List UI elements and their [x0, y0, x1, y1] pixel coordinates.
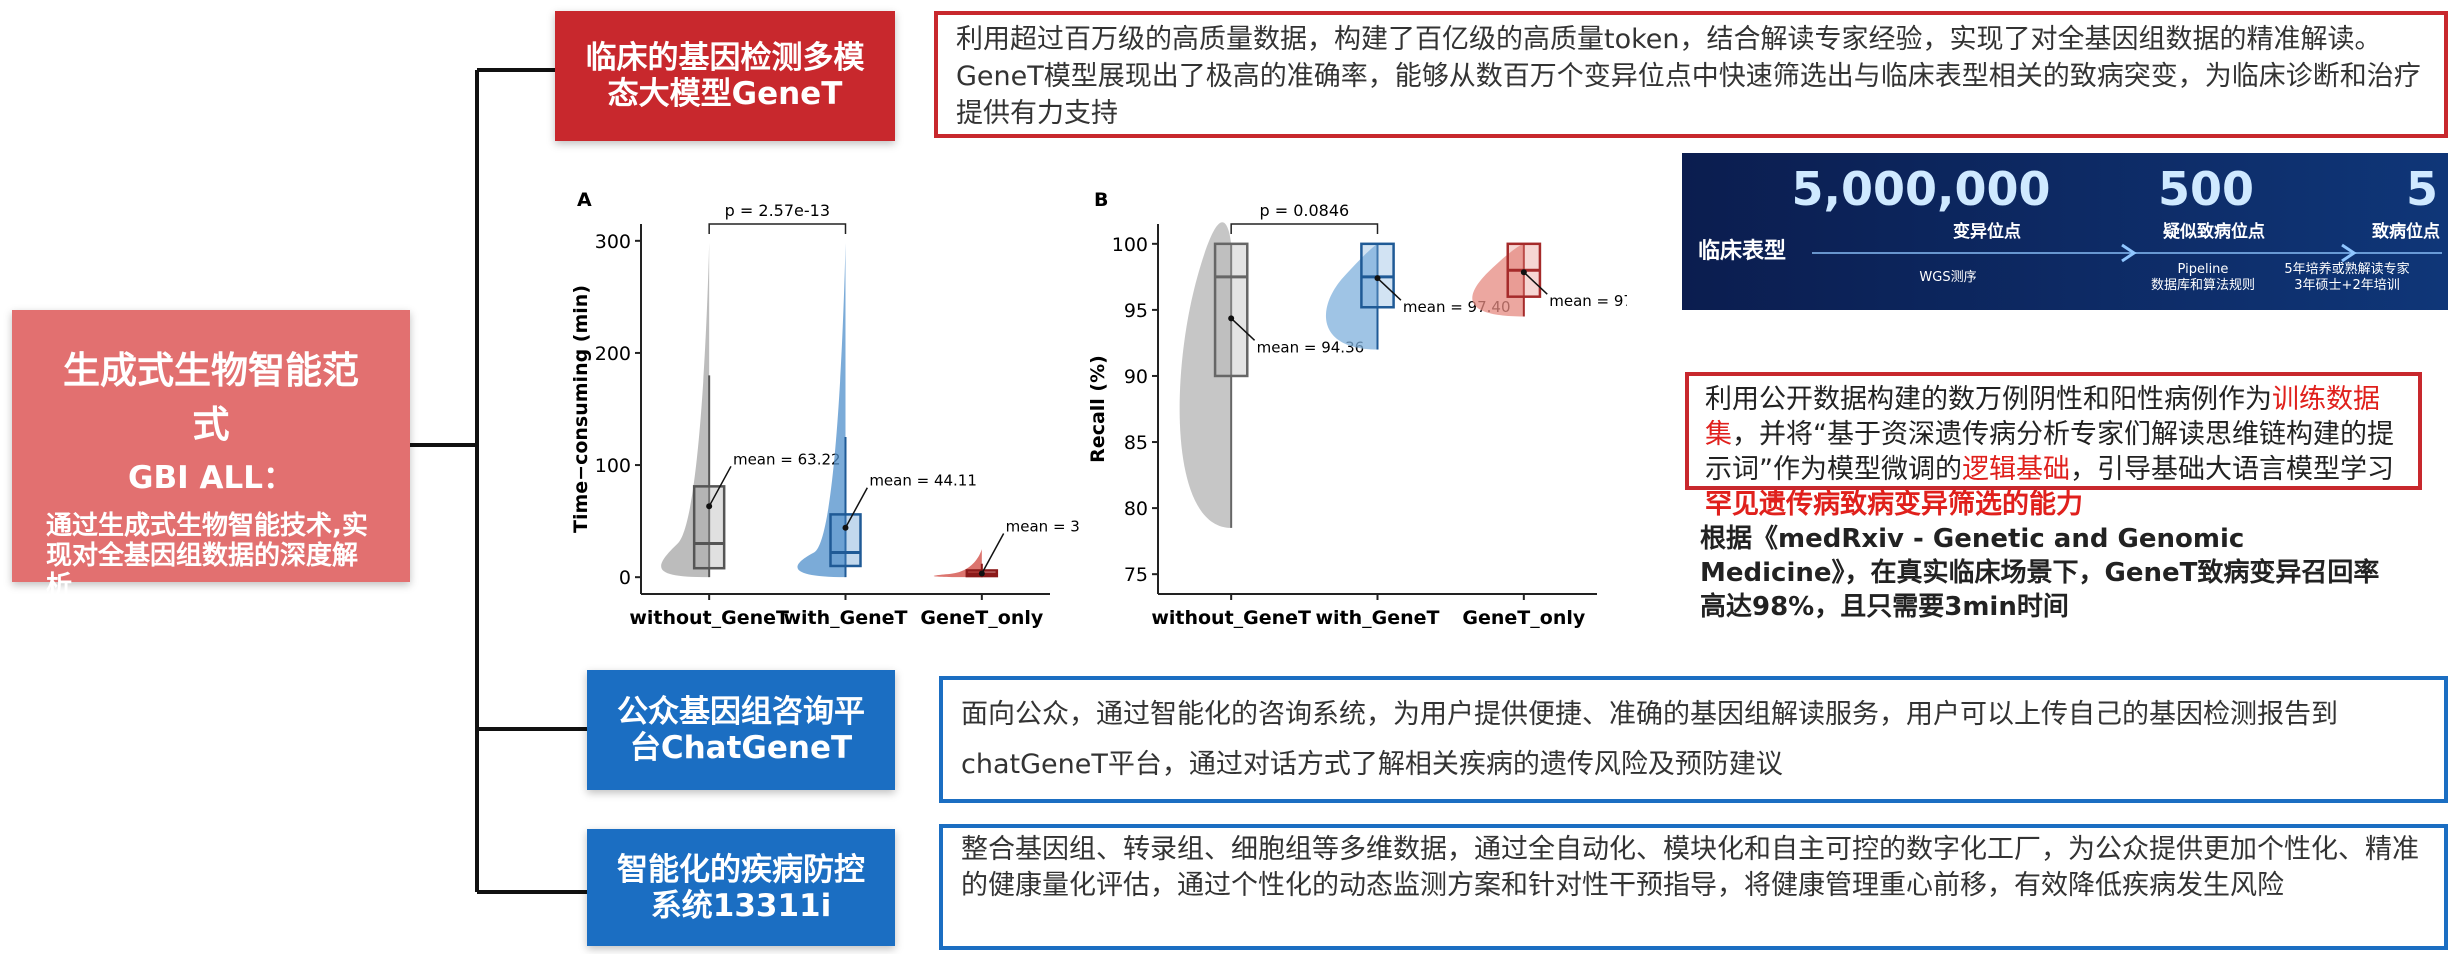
section-title: 公众基因组咨询平台ChatGeneT	[587, 670, 895, 790]
chart: B Recall (%) 75 80 85 90 95 100 without_GeneT mea…	[1087, 189, 1627, 628]
note-segment: ，引导基础大语言模型学习	[2070, 454, 2394, 485]
section-description: 面向公众，通过智能化的咨询系统，为用户提供便捷、准确的基因组解读服务，用户可以上…	[939, 676, 2448, 803]
mean-label: mean = 97.85	[1549, 292, 1627, 310]
banner: 临床表型 5,000,000 变异位点 WGS测序 500 疑似致病位点 Pipeline…	[1682, 153, 2448, 310]
training-note: 利用公开数据构建的数万例阴性和阳性病例作为训练数据集，并将“基于资深遗传病分析专…	[1685, 372, 2422, 520]
violin	[1325, 243, 1378, 350]
y-tick-label: 90	[1124, 366, 1148, 388]
y-tick-label: 85	[1124, 432, 1148, 454]
mean-connector	[844, 487, 868, 529]
mean-connector	[1230, 317, 1256, 341]
stage-step: 5年培养或熟解读专家	[2284, 261, 2409, 277]
note-segment: 训练数据集	[1705, 384, 2380, 450]
violin	[661, 243, 710, 578]
x-tick-label: with_GeneT	[1315, 607, 1439, 628]
y-tick-label: 100	[1112, 234, 1148, 256]
comparison-bracket	[1230, 223, 1379, 234]
mean-connector	[981, 533, 1005, 574]
banner-label: 临床表型	[1698, 238, 1786, 264]
violin	[1472, 243, 1524, 317]
left-subtitle: GBI ALL：	[128, 460, 294, 496]
x-tick-label: without_GeneT	[1151, 607, 1311, 628]
stage-caption: 疑似致病位点	[2163, 221, 2265, 242]
stage-value: 5	[2406, 162, 2438, 216]
stage-step: 数据库和算法规则	[2151, 277, 2255, 293]
x-tick-label: without_GeneT	[629, 607, 789, 628]
comparison-label: p = 0.0846	[1259, 201, 1349, 220]
note-segment: ，并将“基于资深遗传病分析专家们解读思维链构建的提示词”作为模型微调的	[1705, 419, 2394, 485]
note-segment: 利用公开数据构建的数万例阴性和阳性病例作为	[1705, 384, 2272, 415]
bracket	[410, 68, 587, 894]
flow-arrows	[2121, 243, 2357, 263]
panel-label: A	[577, 189, 592, 211]
mean-connector	[1376, 277, 1402, 301]
left-description: 通过生成式生物智能技术,实现对全基因组数据的深度解析	[46, 511, 368, 601]
mean-label: mean = 63.22	[733, 450, 841, 468]
violin	[1179, 222, 1232, 528]
y-tick-label: 200	[595, 343, 631, 365]
left-title: 生成式生物智能范式	[63, 349, 359, 446]
stage-value: 5,000,000	[1792, 162, 2051, 216]
y-tick-label: 80	[1124, 498, 1148, 520]
stage-value: 500	[2158, 162, 2254, 216]
y-tick-label: 75	[1124, 564, 1148, 586]
y-tick-label: 95	[1124, 300, 1148, 322]
mean-connector	[708, 465, 732, 507]
box	[829, 513, 862, 568]
x-tick-label: GeneT_only	[1462, 607, 1585, 628]
section-title: 智能化的疾病防控系统13311i	[587, 829, 895, 946]
comparison-label: p = 2.57e-13	[725, 201, 830, 220]
note-segment: 逻辑基础	[1962, 454, 2070, 485]
mean-connector	[1523, 271, 1548, 295]
note-segment: 罕见遗传病致病变异筛选的能力	[1705, 489, 2083, 520]
banner-background	[1682, 153, 2448, 310]
stage-caption: 致病位点	[2372, 221, 2440, 242]
y-axis-label: Time−consuming (min)	[570, 285, 592, 533]
chart: A Time−consuming (min) 0 100 200 300 without_G…	[570, 189, 1080, 628]
section-description: 整合基因组、转录组、细胞组等多维数据，通过全自动化、模块化和自主可控的数字化工厂…	[939, 824, 2448, 950]
mean-label: mean = 3.31	[1006, 517, 1080, 535]
stage-step: WGS测序	[1919, 270, 1976, 285]
mean-label: mean = 94.36	[1257, 338, 1365, 356]
panel-label: B	[1094, 189, 1108, 211]
x-tick-label: with_GeneT	[783, 607, 907, 628]
box	[692, 485, 726, 570]
stage-step: Pipeline	[2178, 262, 2229, 277]
section-title: 临床的基因检测多模态大模型GeneT	[555, 11, 895, 141]
y-tick-label: 300	[595, 231, 631, 253]
violin	[797, 243, 846, 578]
left-panel: 生成式生物智能范式 GBI ALL： 通过生成式生物智能技术,实现对全基因组数据…	[12, 310, 410, 601]
conclusion: 根据《medRxiv - Genetic and Genomic Medicin…	[1700, 524, 2380, 622]
y-axis-label: Recall (%)	[1087, 355, 1109, 463]
mean-label: mean = 44.11	[869, 472, 977, 490]
x-tick-label: GeneT_only	[920, 607, 1043, 628]
y-tick-label: 0	[619, 567, 631, 589]
comparison-bracket	[708, 223, 847, 234]
section-description: 利用超过百万级的高质量数据，构建了百亿级的高质量token，结合解读专家经验，实…	[934, 11, 2448, 138]
y-tick-label: 100	[595, 455, 631, 477]
stage-caption: 变异位点	[1953, 221, 2021, 242]
stage-step: 3年硕士+2年培训	[2294, 277, 2399, 293]
box	[1213, 242, 1249, 378]
